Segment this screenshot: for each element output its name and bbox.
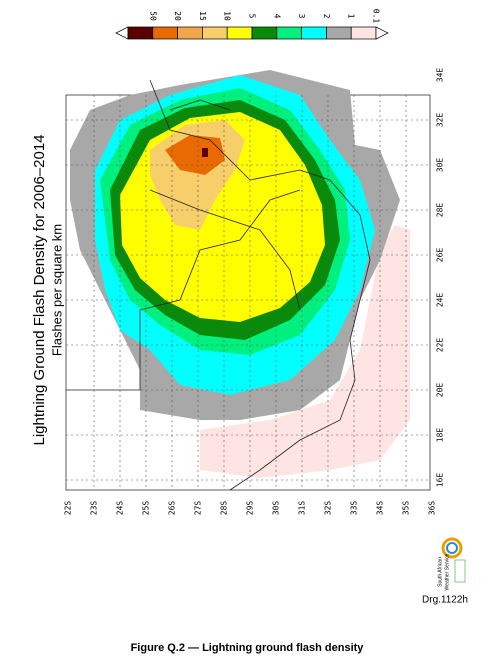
legend-label: 50 bbox=[148, 11, 157, 21]
graticule bbox=[66, 95, 430, 490]
logo-text: Weather Service bbox=[444, 553, 450, 590]
latitude-label: 34S bbox=[376, 501, 385, 516]
latitude-label: 31S bbox=[298, 501, 307, 516]
latitude-label: 29S bbox=[246, 501, 255, 516]
legend-label: 2 bbox=[322, 14, 331, 19]
density-map bbox=[65, 70, 431, 491]
legend-swatch bbox=[326, 26, 352, 40]
logo-text: South African bbox=[437, 557, 443, 587]
logo-box bbox=[454, 559, 466, 583]
legend-arrow bbox=[115, 26, 129, 40]
legend-label: 3 bbox=[297, 14, 306, 19]
latitude-label: 26S bbox=[168, 501, 177, 516]
legend-label: 10 bbox=[223, 11, 232, 21]
latitude-label: 35S bbox=[402, 501, 411, 516]
map-title: Lightning Ground Flash Density for 2006–… bbox=[31, 134, 48, 445]
legend-swatch bbox=[127, 26, 154, 40]
latitude-label: 33S bbox=[350, 501, 359, 516]
legend-swatch bbox=[202, 26, 228, 40]
drawing-ref: Drg.1122h bbox=[422, 595, 468, 606]
legend-label: 15 bbox=[198, 11, 207, 21]
legend-label: 1 bbox=[347, 14, 356, 19]
longitude-label: 22E bbox=[436, 338, 445, 353]
legend-swatch bbox=[152, 26, 178, 40]
latitude-label: 24S bbox=[116, 501, 125, 516]
legend-swatch bbox=[226, 26, 253, 40]
legend-label: 0.1 bbox=[372, 9, 381, 24]
latitude-label: 23S bbox=[90, 501, 99, 516]
longitude-label: 16E bbox=[436, 473, 445, 488]
latitude-label: 32S bbox=[324, 501, 333, 516]
longitude-label: 26E bbox=[436, 248, 445, 263]
latitude-label: 27S bbox=[194, 501, 203, 516]
longitude-label: 20E bbox=[436, 383, 445, 398]
longitude-label: 18E bbox=[436, 428, 445, 443]
latitude-label: 25S bbox=[142, 501, 151, 516]
longitude-label: 32E bbox=[436, 113, 445, 128]
logo-mark bbox=[441, 537, 463, 559]
caption: Figure Q.2 — Lightning ground flash dens… bbox=[131, 642, 365, 654]
longitude-label: 30E bbox=[436, 158, 445, 173]
legend-label: 20 bbox=[173, 11, 182, 21]
longitude-label: 34E bbox=[436, 68, 445, 83]
latitude-label: 30S bbox=[272, 501, 281, 516]
legend-arrow bbox=[375, 26, 389, 40]
latitude-label: 22S bbox=[64, 501, 73, 516]
longitude-label: 28E bbox=[436, 203, 445, 218]
latitude-label: 36S bbox=[428, 501, 437, 516]
legend-swatch bbox=[350, 26, 377, 40]
legend-label: 4 bbox=[272, 14, 281, 19]
longitude-label: 24E bbox=[436, 293, 445, 308]
legend-swatch bbox=[251, 26, 278, 40]
map-subtitle: Flashes per square km bbox=[49, 224, 64, 356]
legend-swatch bbox=[276, 26, 302, 40]
latitude-label: 28S bbox=[220, 501, 229, 516]
legend-swatch bbox=[177, 26, 203, 40]
legend-swatch bbox=[301, 26, 327, 40]
legend-label: 5 bbox=[248, 14, 257, 19]
logo-mark bbox=[446, 542, 458, 554]
